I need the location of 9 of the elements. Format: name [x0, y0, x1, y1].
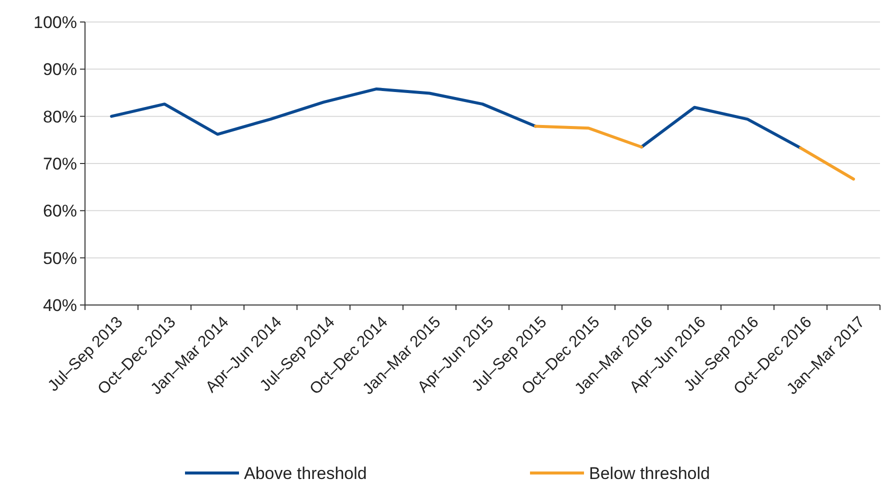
legend-label: Above threshold: [244, 464, 367, 483]
y-tick-label: 80%: [42, 107, 77, 126]
y-tick-label: 70%: [42, 154, 77, 174]
y-tick-label: 40%: [42, 296, 77, 315]
y-tick-label: 90%: [42, 60, 77, 80]
y-tick-label: 50%: [42, 248, 77, 268]
legend-label: Below threshold: [589, 464, 710, 483]
y-tick-label: 60%: [42, 202, 77, 221]
y-tick-label: 100%: [34, 12, 77, 32]
